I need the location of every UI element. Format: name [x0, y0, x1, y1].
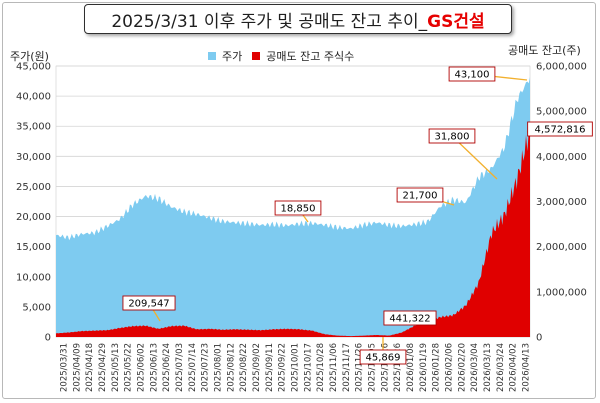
y-left-tick-label: 10,000 — [16, 272, 51, 283]
y-left-tick-label: 15,000 — [16, 242, 51, 253]
y-left-tick-label: 5,000 — [22, 302, 51, 313]
x-tick-label: 2025/03/31 — [60, 343, 70, 392]
x-tick-label: 2025/04/29 — [98, 343, 108, 392]
y-right-tick-label: 2,000,000 — [536, 242, 587, 253]
annotation-label: 21,700 — [403, 191, 438, 202]
y-right-tick-label: 3,000,000 — [536, 197, 587, 208]
x-tick-label: 2025/10/01 — [291, 343, 301, 392]
x-tick-label: 2025/11/17 — [342, 343, 352, 392]
y-left-tick-label: 45,000 — [16, 62, 51, 73]
x-tick-label: 2025/12/16 — [380, 343, 390, 392]
annotation-box — [383, 310, 437, 326]
x-tick-label: 2026/02/06 — [445, 343, 455, 392]
y-right-tick-label: 6,000,000 — [536, 62, 587, 73]
annotation-label: 43,100 — [455, 70, 490, 81]
x-tick-label: 2025/05/13 — [111, 343, 121, 392]
y-right-axis-title: 공매도 잔고(주) — [508, 44, 581, 57]
x-tick-label: 2025/09/22 — [278, 343, 288, 392]
chart-title-highlight: GS건설 — [427, 11, 485, 32]
price-area-series — [56, 76, 530, 338]
y-left-tick-label: 35,000 — [16, 122, 51, 133]
annotation-label: 209,547 — [128, 299, 169, 310]
y-left-tick-label: 20,000 — [16, 212, 51, 223]
annotation-box — [448, 66, 496, 82]
x-tick-label: 2025/08/22 — [239, 343, 249, 392]
y-right-tick-label: 4,000,000 — [536, 152, 587, 163]
x-tick-label: 2025/10/17 — [303, 343, 313, 392]
x-tick-label: 2026/04/02 — [509, 343, 519, 392]
x-tick-label: 2025/08/01 — [214, 343, 224, 392]
x-tick-label: 2025/09/02 — [252, 343, 262, 392]
x-tick-label: 2026/03/24 — [496, 343, 506, 392]
x-tick-label: 2025/06/02 — [137, 343, 147, 392]
x-tick-label: 2026/03/13 — [483, 343, 493, 392]
legend-label-short: 공매도 잔고 주식수 — [266, 50, 355, 63]
annotation-box — [428, 128, 476, 144]
legend: 주가 공매도 잔고 주식수 — [208, 48, 354, 64]
x-tick-label: 2026/03/04 — [470, 343, 480, 392]
x-tick-label: 2025/10/28 — [316, 343, 326, 392]
x-tick-label: 2025/04/09 — [72, 343, 82, 392]
x-tick-label: 2025/11/26 — [355, 343, 365, 392]
x-tick-label: 2025/08/12 — [226, 343, 236, 392]
x-tick-label: 2026/01/28 — [432, 343, 442, 392]
annotation-label: 45,869 — [366, 353, 401, 364]
annotation-box — [122, 295, 176, 311]
x-tick-label: 2025/07/03 — [175, 343, 185, 392]
legend-label-price: 주가 — [222, 50, 243, 63]
annotation-label: 4,572,816 — [535, 125, 586, 136]
annotation-box — [359, 349, 407, 365]
annotation-label: 31,800 — [435, 132, 470, 143]
x-tick-label: 2025/06/24 — [162, 343, 172, 392]
x-tick-label: 2026/04/13 — [522, 343, 532, 392]
x-tick-label: 2025/07/14 — [188, 343, 198, 392]
y-left-tick-label: 25,000 — [16, 182, 51, 193]
y-right-tick-label: 0 — [536, 333, 542, 344]
x-tick-label: 2025/09/11 — [265, 343, 275, 392]
x-tick-label: 2025/06/13 — [149, 343, 159, 392]
annotation-box — [527, 121, 593, 137]
chart-title-main: 2025/3/31 이후 주가 및 공매도 잔고 추이_ — [111, 11, 428, 32]
annotation-label: 441,322 — [389, 314, 430, 325]
y-right-tick-label: 5,000,000 — [536, 107, 587, 118]
x-tick-label: 2025/07/23 — [201, 343, 211, 392]
x-tick-label: 2025/05/22 — [124, 343, 134, 392]
y-left-tick-label: 30,000 — [16, 152, 51, 163]
x-tick-label: 2025/11/06 — [329, 343, 339, 392]
y-right-tick-label: 1,000,000 — [536, 287, 587, 298]
legend-swatch-short — [252, 52, 261, 60]
x-tick-label: 2026/02/20 — [457, 343, 467, 392]
x-tick-label: 2026/01/19 — [419, 343, 429, 392]
x-tick-label: 2025/12/05 — [368, 343, 378, 392]
legend-swatch-price — [208, 52, 216, 60]
short-area-series — [56, 124, 530, 337]
x-tick-label: 2025/04/18 — [85, 343, 95, 392]
annotation-box — [396, 187, 444, 203]
y-left-axis-title: 주가(원) — [10, 50, 49, 63]
annotation-label: 18,850 — [281, 204, 316, 215]
chart-title: 2025/3/31 이후 주가 및 공매도 잔고 추이_ GS건설 — [84, 4, 512, 34]
x-tick-label: 2025/12/26 — [393, 343, 403, 392]
y-left-tick-label: 0 — [45, 333, 51, 344]
y-left-tick-label: 40,000 — [16, 92, 51, 103]
annotation-box — [274, 200, 322, 216]
x-tick-label: 2026/01/08 — [406, 343, 416, 392]
